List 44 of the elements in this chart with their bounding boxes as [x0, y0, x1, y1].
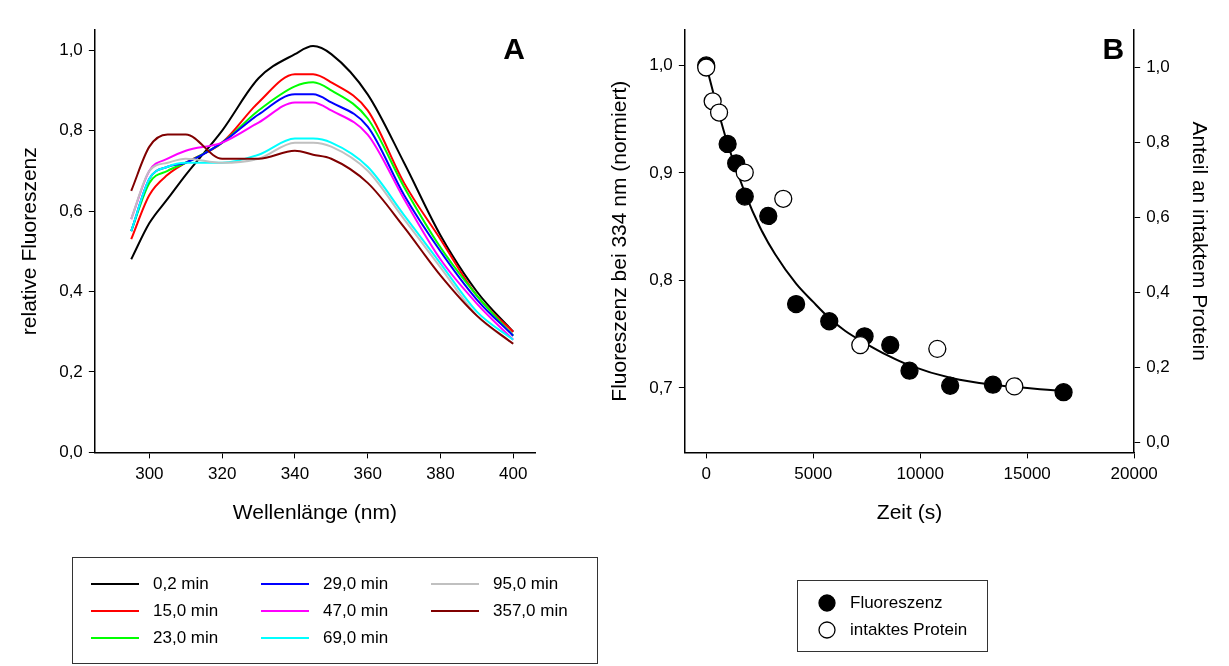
y2-tick-label: 1,0 — [1146, 57, 1170, 77]
y2-tick-label: 0,2 — [1146, 357, 1170, 377]
legend-label: intaktes Protein — [850, 619, 968, 640]
legend-label: 15,0 min — [153, 600, 220, 621]
annotation: B — [1102, 32, 1125, 66]
annotation: A — [503, 32, 525, 66]
y-tick-label: 0,7 — [649, 377, 673, 397]
x-tick-label: 5000 — [794, 464, 833, 484]
y-tick-label: 0,0 — [59, 442, 83, 462]
x-tick-label: 300 — [135, 464, 164, 484]
legend-label: 357,0 min — [493, 600, 569, 621]
y-tick-label: 0,6 — [59, 200, 83, 220]
x-tick-label: 360 — [353, 464, 382, 484]
x-tick-label: 320 — [207, 464, 237, 484]
y-tick-label: 1,0 — [59, 39, 83, 59]
y-tick-label: 0,8 — [59, 120, 83, 140]
x-tick-label: 340 — [280, 464, 310, 484]
x-axis-title: Zeit (s) — [876, 500, 943, 524]
legend-label: 47,0 min — [323, 600, 390, 621]
y2-tick-label: 0,6 — [1146, 207, 1170, 227]
legend-label: 0,2 min — [153, 573, 210, 594]
x-tick-label: 10000 — [896, 464, 944, 484]
x-tick-label: 20000 — [1110, 464, 1158, 484]
legend-label: 95,0 min — [493, 573, 560, 594]
y-tick-label: 0,8 — [649, 270, 673, 290]
y-tick-label: 0,4 — [59, 281, 83, 301]
x-tick-label: 15000 — [1003, 464, 1051, 484]
y-axis-title: relative Fluoreszenz — [17, 147, 41, 336]
x-tick-label: 0 — [701, 464, 711, 484]
y2-tick-label: 0,8 — [1146, 132, 1170, 152]
y2-tick-label: 0,4 — [1146, 282, 1170, 302]
x-tick-label: 380 — [426, 464, 455, 484]
x-tick-label: 400 — [498, 464, 528, 484]
y-tick-label: 0,9 — [649, 162, 673, 182]
legend-label: Fluoreszenz — [850, 592, 943, 613]
y2-tick-label: 0,0 — [1146, 432, 1170, 452]
y2-axis-title: Anteil an intaktem Protein — [1188, 121, 1212, 361]
y-tick-label: 0,2 — [59, 361, 83, 381]
x-axis-title: Wellenlänge (nm) — [232, 500, 398, 524]
y-tick-label: 1,0 — [649, 55, 673, 75]
legend-label: 23,0 min — [153, 627, 220, 648]
legend-label: 69,0 min — [323, 627, 390, 648]
y-axis-title: Fluoreszenz bei 334 nm (normiert) — [607, 80, 631, 402]
legend-label: 29,0 min — [323, 573, 390, 594]
